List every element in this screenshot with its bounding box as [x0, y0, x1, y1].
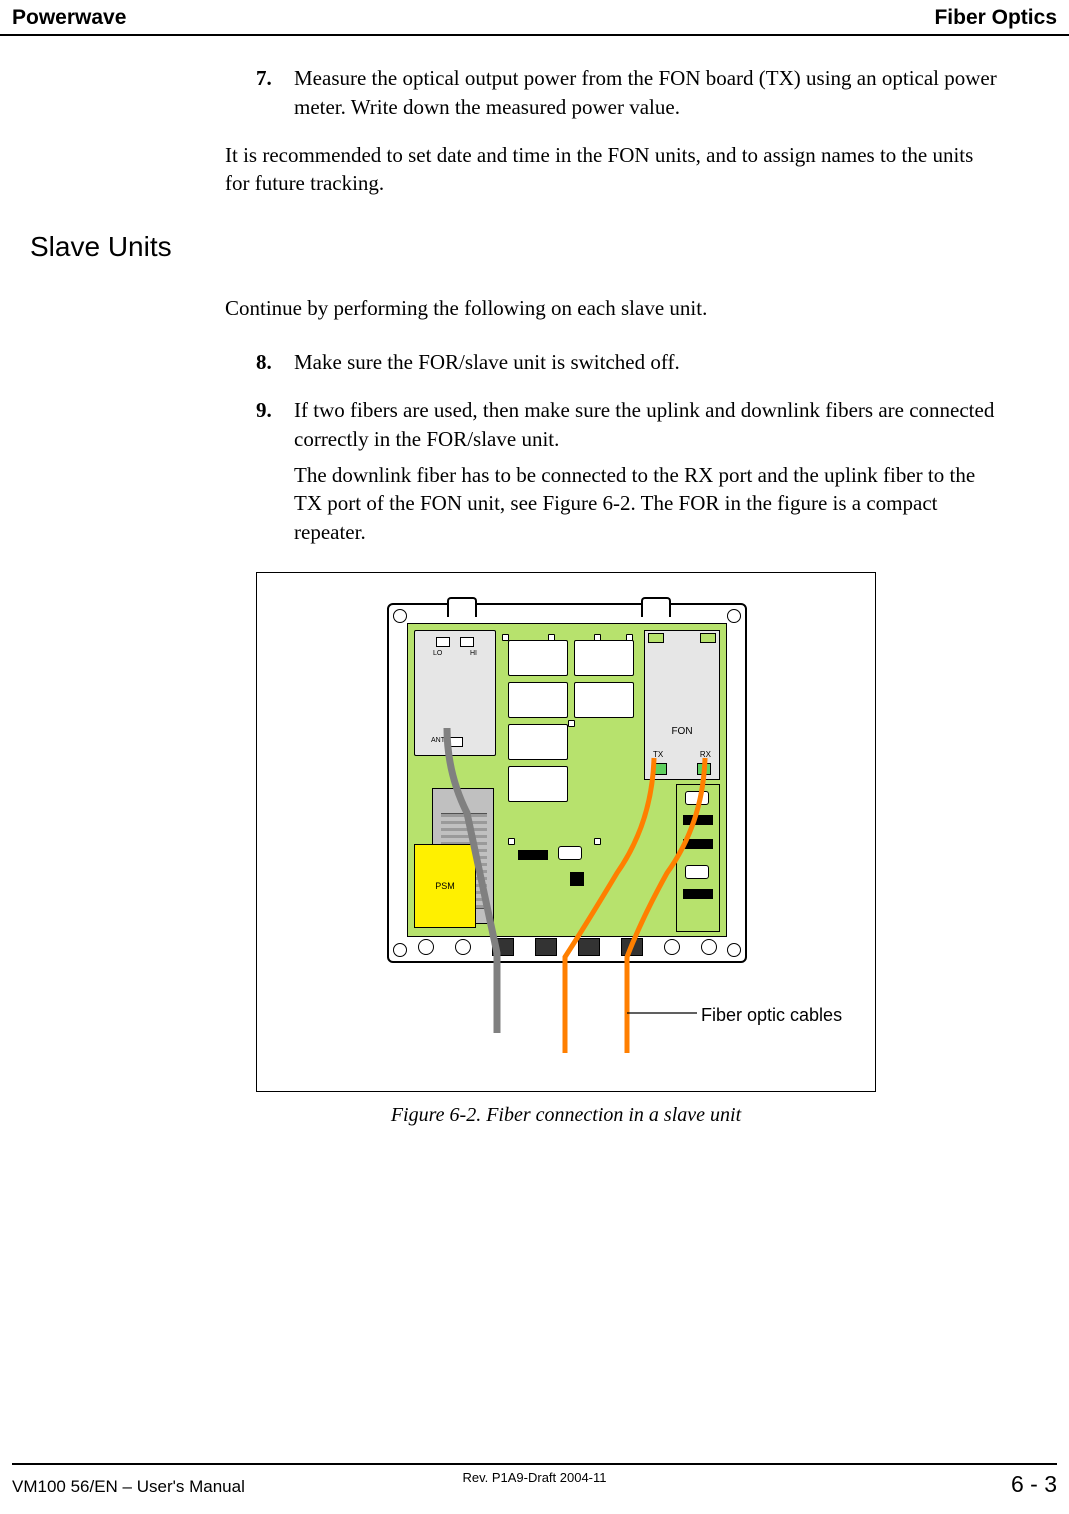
figure-wrap: LO HI ANT PSM	[256, 572, 999, 1129]
tx-label: TX	[653, 750, 663, 761]
fon-head-port	[700, 633, 716, 643]
gland-icon	[664, 939, 680, 955]
rx-port	[697, 763, 711, 775]
item9-sub: The downlink fiber has to be connected t…	[294, 461, 999, 546]
section-heading: Slave Units	[30, 228, 999, 266]
chip-icon	[570, 872, 584, 886]
gland-icon	[621, 938, 643, 956]
figure-caption: Figure 6-2. Fiber connection in a slave …	[256, 1102, 876, 1129]
dpx-port-hi	[460, 637, 474, 647]
pcb-panel: LO HI ANT PSM	[407, 623, 727, 937]
fon-head-port	[648, 633, 664, 643]
gland-icon	[535, 938, 557, 956]
list-item-9: 9. If two fibers are used, then make sur…	[256, 396, 999, 546]
header-left: Powerwave	[12, 4, 126, 32]
rf-module	[508, 724, 568, 760]
lo-label: LO	[433, 649, 442, 658]
ant-label: ANT	[431, 736, 445, 745]
hi-label: HI	[470, 649, 477, 658]
ant-port	[447, 737, 463, 747]
page-body: 7. Measure the optical output power from…	[0, 36, 1069, 1129]
psm-module: PSM	[414, 844, 476, 928]
rf-module	[508, 640, 568, 676]
db9-icon	[685, 865, 709, 879]
chassis-tab-icon	[447, 597, 477, 617]
list-item-8: 8. Make sure the FOR/slave unit is switc…	[256, 348, 999, 376]
gland-icon	[492, 938, 514, 956]
rx-label: RX	[700, 750, 711, 761]
io-strip	[676, 784, 720, 932]
rf-module	[574, 682, 634, 718]
dpx-port-lo	[436, 637, 450, 647]
header-icon	[683, 815, 713, 825]
fiber-callout-label: Fiber optic cables	[701, 1003, 842, 1027]
footer-center: Rev. P1A9-Draft 2004-11	[462, 1469, 606, 1487]
list-num: 9.	[256, 396, 294, 546]
standoff-icon	[508, 838, 515, 845]
rf-module	[508, 682, 568, 718]
recommendation-para: It is recommended to set date and time i…	[225, 141, 999, 198]
page-header: Powerwave Fiber Optics	[0, 0, 1069, 36]
figure-box: LO HI ANT PSM	[256, 572, 876, 1092]
fon-label: FON	[671, 725, 692, 739]
screw-icon	[727, 609, 741, 623]
page-footer: VM100 56/EN – User's Manual Rev. P1A9-Dr…	[12, 1463, 1057, 1500]
rf-module	[508, 766, 568, 802]
device-chassis: LO HI ANT PSM	[387, 603, 747, 963]
header-right: Fiber Optics	[934, 4, 1057, 32]
list-text: Make sure the FOR/slave unit is switched…	[294, 348, 999, 376]
rf-module	[574, 640, 634, 676]
fon-module: FON TX RX	[644, 630, 720, 780]
chassis-tab-icon	[641, 597, 671, 617]
db9-icon	[685, 791, 709, 805]
footer-left: VM100 56/EN – User's Manual	[12, 1476, 245, 1499]
screw-icon	[393, 609, 407, 623]
list-text: If two fibers are used, then make sure t…	[294, 396, 999, 546]
standoff-icon	[594, 838, 601, 845]
tx-port	[653, 763, 667, 775]
list-text: Measure the optical output power from th…	[294, 64, 999, 121]
duplexer-module: LO HI ANT	[414, 630, 496, 756]
header-icon	[683, 889, 713, 899]
psm-label: PSM	[435, 880, 455, 892]
bottom-gland-strip	[407, 937, 727, 957]
list-num: 8.	[256, 348, 294, 376]
header-icon	[683, 839, 713, 849]
screw-icon	[727, 943, 741, 957]
list-item-7: 7. Measure the optical output power from…	[256, 64, 999, 121]
gland-icon	[578, 938, 600, 956]
list-num: 7.	[256, 64, 294, 121]
db9-icon	[558, 846, 582, 860]
continue-para: Continue by performing the following on …	[225, 294, 999, 322]
header-icon	[518, 850, 548, 860]
screw-icon	[393, 943, 407, 957]
standoff-icon	[568, 720, 575, 727]
item9-main: If two fibers are used, then make sure t…	[294, 398, 994, 450]
gland-icon	[418, 939, 434, 955]
gland-icon	[455, 939, 471, 955]
footer-right: 6 - 3	[1011, 1469, 1057, 1500]
gland-icon	[701, 939, 717, 955]
